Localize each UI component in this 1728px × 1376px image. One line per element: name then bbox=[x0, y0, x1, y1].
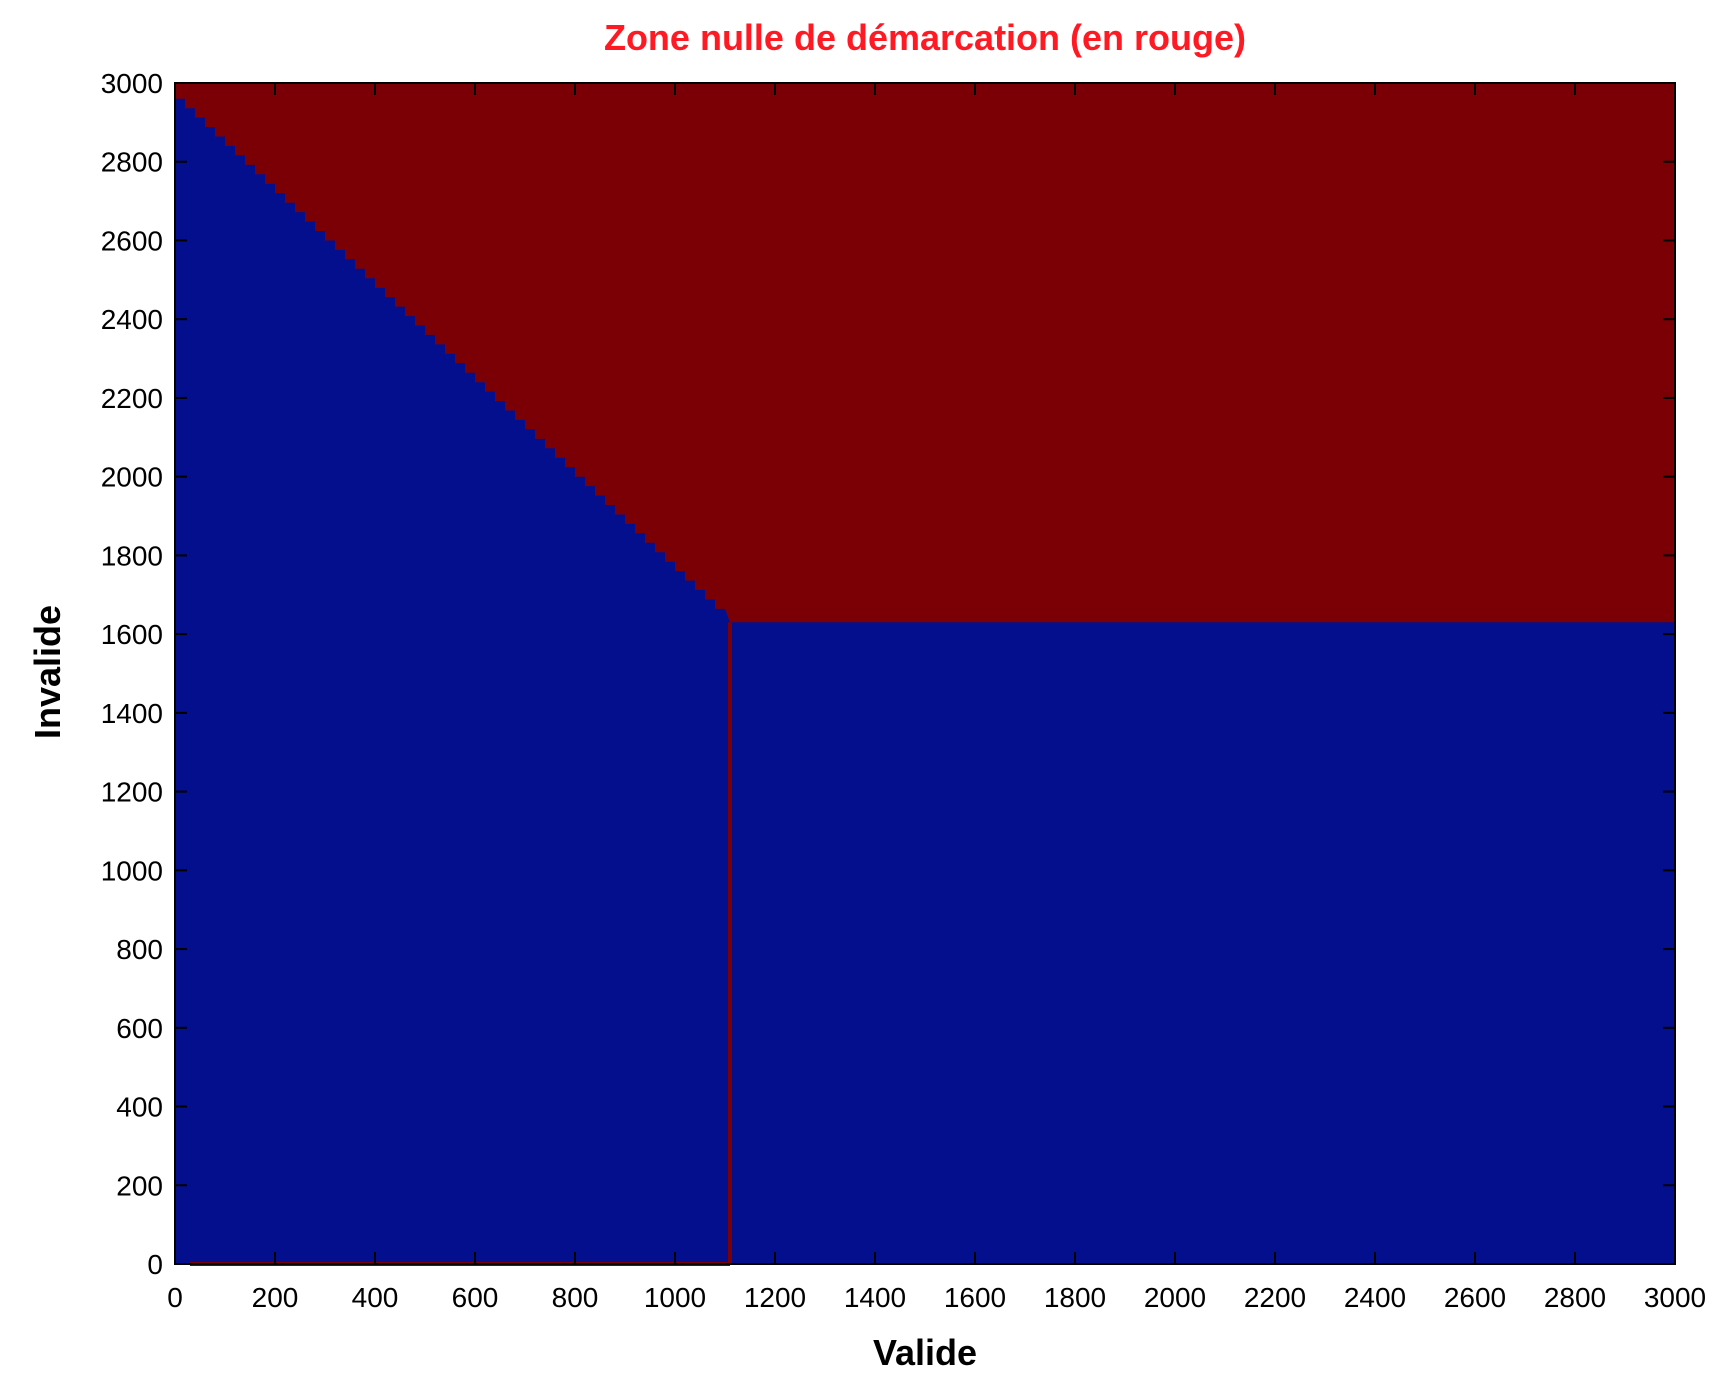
x-tick-label: 800 bbox=[552, 1282, 599, 1313]
x-tick-label: 2000 bbox=[1144, 1282, 1206, 1313]
x-tick-label: 2200 bbox=[1244, 1282, 1306, 1313]
chart-title: Zone nulle de démarcation (en rouge) bbox=[604, 17, 1246, 58]
x-tick-label: 1400 bbox=[844, 1282, 906, 1313]
y-axis: 0 200 400 600 800 1000 1200 1400 1600 1800 2000 220… bbox=[101, 68, 1675, 1280]
null-zone-region bbox=[175, 83, 1675, 623]
x-tick-label: 1800 bbox=[1044, 1282, 1106, 1313]
y-tick-label: 200 bbox=[116, 1170, 163, 1201]
y-axis-title: Invalide bbox=[27, 605, 68, 739]
plot-area bbox=[174, 82, 1676, 1266]
x-tick-label: 2800 bbox=[1544, 1282, 1606, 1313]
y-tick-label: 2600 bbox=[101, 225, 163, 256]
x-tick-label: 1600 bbox=[944, 1282, 1006, 1313]
x-tick-label: 2600 bbox=[1444, 1282, 1506, 1313]
y-tick-label: 1400 bbox=[101, 698, 163, 729]
x-tick-label: 200 bbox=[252, 1282, 299, 1313]
x-tick-label: 3000 bbox=[1644, 1282, 1706, 1313]
y-tick-label: 2400 bbox=[101, 304, 163, 335]
x-tick-label: 2400 bbox=[1344, 1282, 1406, 1313]
plot-frame bbox=[174, 82, 1676, 1265]
y-tick-label: 400 bbox=[116, 1092, 163, 1123]
x-tick-label: 600 bbox=[452, 1282, 499, 1313]
x-tick-label: 1000 bbox=[644, 1282, 706, 1313]
y-tick-label: 2800 bbox=[101, 147, 163, 178]
y-tick-label: 1200 bbox=[101, 777, 163, 808]
x-axis-title: Valide bbox=[873, 1332, 977, 1373]
y-tick-label: 2000 bbox=[101, 462, 163, 493]
y-tick-label: 3000 bbox=[101, 68, 163, 99]
y-tick-label: 0 bbox=[147, 1249, 163, 1280]
y-tick-label: 1000 bbox=[101, 855, 163, 886]
y-tick-label: 800 bbox=[116, 934, 163, 965]
x-tick-label: 1200 bbox=[744, 1282, 806, 1313]
x-tick-label: 0 bbox=[167, 1282, 183, 1313]
x-axis: 0 200 400 600 800 1000 1200 1400 1600 1800 2000 220… bbox=[167, 83, 1706, 1313]
y-tick-label: 1600 bbox=[101, 619, 163, 650]
y-tick-label: 2200 bbox=[101, 383, 163, 414]
x-tick-label: 400 bbox=[352, 1282, 399, 1313]
y-tick-label: 1800 bbox=[101, 540, 163, 571]
y-tick-label: 600 bbox=[116, 1013, 163, 1044]
